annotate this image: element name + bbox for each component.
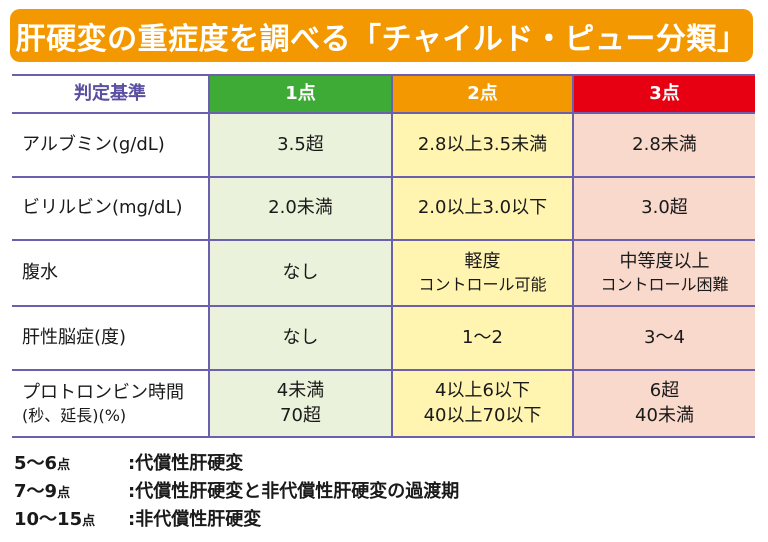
legend-range: 7〜9点: [14, 477, 128, 503]
criterion-text: 肝性脳症(度): [22, 326, 127, 348]
cell-text: 3.0超: [641, 197, 688, 219]
legend-description: :非代償性肝硬変: [128, 509, 262, 530]
unit-text: 点: [57, 486, 71, 501]
cell-1-point: なし: [208, 305, 393, 371]
criterion-subtext: (秒、延長)(%): [22, 405, 127, 425]
cell-text: 4以上6以下: [435, 380, 530, 402]
legend-description: :代償性肝硬変と非代償性肝硬変の過渡期: [128, 481, 460, 502]
table-row-encephalopathy: 肝性脳症(度) なし 1〜2 3〜4: [12, 305, 755, 371]
cell-2-points: 軽度 コントロール可能: [391, 239, 574, 307]
cell-3-points: 中等度以上 コントロール困難: [572, 239, 755, 307]
cell-3-points: 3.0超: [572, 176, 755, 241]
cell-text: 2.0以上3.0以下: [417, 197, 548, 219]
cell-3-points: 6超 40未満: [572, 369, 755, 438]
table-row-prothrombin: プロトロンビン時間 (秒、延長)(%) 4未満 70超 4以上6以下 40以上7…: [12, 369, 755, 438]
cell-text: 6超: [649, 380, 680, 402]
cell-1-point: 3.5超: [208, 112, 393, 178]
legend-item: 10〜15点 :非代償性肝硬変: [14, 504, 459, 532]
cell-text: 40未満: [635, 404, 694, 426]
cell-3-points: 2.8未満: [572, 112, 755, 178]
cell-1-point: 2.0未満: [208, 176, 393, 241]
cell-1-point: 4未満 70超: [208, 369, 393, 438]
child-pugh-table: 判定基準 1点 2点 3点 アルブミン(g/dL) 3.5超 2.8以上3.5未…: [12, 74, 755, 438]
cell-text: 2.8未満: [632, 133, 697, 155]
cell-text: 2.8以上3.5未満: [417, 133, 548, 155]
legend-item: 5〜6点 :代償性肝硬変: [14, 448, 459, 476]
cell-text: なし: [282, 261, 319, 283]
criterion-label: 肝性脳症(度): [12, 305, 210, 371]
legend-description: :代償性肝硬変: [128, 453, 244, 474]
cell-text: 2.0未満: [268, 197, 333, 219]
cell-2-points: 1〜2: [391, 305, 574, 371]
cell-subtext: コントロール可能: [418, 275, 547, 295]
cell-text: 3〜4: [644, 326, 685, 348]
table-row-albumin: アルブミン(g/dL) 3.5超 2.8以上3.5未満 2.8未満: [12, 112, 755, 178]
range-text: 10〜15: [14, 509, 83, 530]
criterion-text: プロトロンビン時間: [22, 381, 184, 403]
table-row-bilirubin: ビリルビン(mg/dL) 2.0未満 2.0以上3.0以下 3.0超: [12, 176, 755, 241]
legend-range: 5〜6点: [14, 449, 128, 475]
cell-text: 3.5超: [277, 133, 324, 155]
cell-3-points: 3〜4: [572, 305, 755, 371]
unit-text: 点: [82, 514, 96, 529]
cell-text: 70超: [280, 404, 321, 426]
cell-subtext: コントロール困難: [600, 275, 729, 295]
criterion-text: ビリルビン(mg/dL): [22, 197, 183, 219]
score-legend: 5〜6点 :代償性肝硬変 7〜9点 :代償性肝硬変と非代償性肝硬変の過渡期 10…: [14, 448, 459, 532]
table-row-ascites: 腹水 なし 軽度 コントロール可能 中等度以上 コントロール困難: [12, 239, 755, 307]
cell-text: 4未満: [276, 380, 325, 402]
unit-text: 点: [57, 458, 71, 473]
header-3-points: 3点: [572, 74, 755, 114]
header-2-points: 2点: [391, 74, 574, 114]
cell-text: 1〜2: [462, 326, 503, 348]
criterion-text: 腹水: [22, 261, 58, 283]
cell-text: 中等度以上: [619, 251, 710, 273]
criterion-label: ビリルビン(mg/dL): [12, 176, 210, 241]
cell-1-point: なし: [208, 239, 393, 307]
cell-text: 40以上70以下: [423, 404, 542, 426]
cell-text: 軽度: [464, 251, 501, 273]
criterion-text: アルブミン(g/dL): [22, 133, 165, 155]
cell-2-points: 2.0以上3.0以下: [391, 176, 574, 241]
cell-text: なし: [282, 326, 319, 348]
legend-range: 10〜15点: [14, 505, 128, 531]
legend-item: 7〜9点 :代償性肝硬変と非代償性肝硬変の過渡期: [14, 476, 459, 504]
range-text: 5〜6: [14, 453, 58, 474]
cell-2-points: 2.8以上3.5未満: [391, 112, 574, 178]
criterion-label: 腹水: [12, 239, 210, 307]
header-criteria: 判定基準: [12, 74, 210, 114]
header-row: 判定基準 1点 2点 3点: [12, 74, 755, 114]
header-1-point: 1点: [208, 74, 393, 114]
criterion-label: アルブミン(g/dL): [12, 112, 210, 178]
page-title: 肝硬変の重症度を調べる「チャイルド・ピュー分類」: [10, 9, 753, 62]
criterion-label: プロトロンビン時間 (秒、延長)(%): [12, 369, 210, 438]
range-text: 7〜9: [14, 481, 58, 502]
cell-2-points: 4以上6以下 40以上70以下: [391, 369, 574, 438]
